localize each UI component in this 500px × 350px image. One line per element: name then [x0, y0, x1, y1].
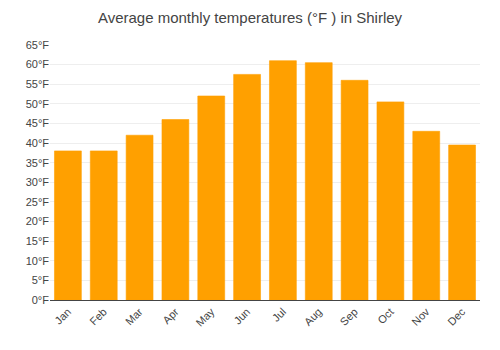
- svg-text:10°F: 10°F: [26, 255, 50, 267]
- svg-text:Average monthly temperatures (: Average monthly temperatures (°F ) in Sh…: [98, 9, 403, 26]
- svg-text:65°F: 65°F: [26, 39, 50, 51]
- svg-text:Aug: Aug: [302, 306, 324, 328]
- svg-text:Jan: Jan: [52, 306, 73, 327]
- svg-text:15°F: 15°F: [26, 235, 50, 247]
- svg-text:20°F: 20°F: [26, 215, 50, 227]
- svg-text:Feb: Feb: [87, 306, 109, 328]
- svg-text:35°F: 35°F: [26, 157, 50, 169]
- svg-text:5°F: 5°F: [32, 274, 50, 286]
- svg-text:30°F: 30°F: [26, 176, 50, 188]
- svg-text:May: May: [193, 305, 217, 329]
- svg-text:40°F: 40°F: [26, 137, 50, 149]
- svg-text:Jun: Jun: [231, 306, 252, 327]
- svg-text:Apr: Apr: [160, 305, 181, 326]
- svg-text:Jul: Jul: [270, 306, 288, 324]
- svg-text:Mar: Mar: [123, 305, 145, 327]
- svg-text:60°F: 60°F: [26, 58, 50, 70]
- svg-text:50°F: 50°F: [26, 98, 50, 110]
- svg-text:0°F: 0°F: [32, 294, 50, 306]
- svg-text:Dec: Dec: [445, 305, 468, 328]
- svg-text:Oct: Oct: [375, 306, 396, 327]
- svg-text:Sep: Sep: [338, 306, 360, 328]
- svg-text:45°F: 45°F: [26, 117, 50, 129]
- svg-text:Nov: Nov: [409, 305, 432, 328]
- svg-text:55°F: 55°F: [26, 78, 50, 90]
- svg-text:25°F: 25°F: [26, 196, 50, 208]
